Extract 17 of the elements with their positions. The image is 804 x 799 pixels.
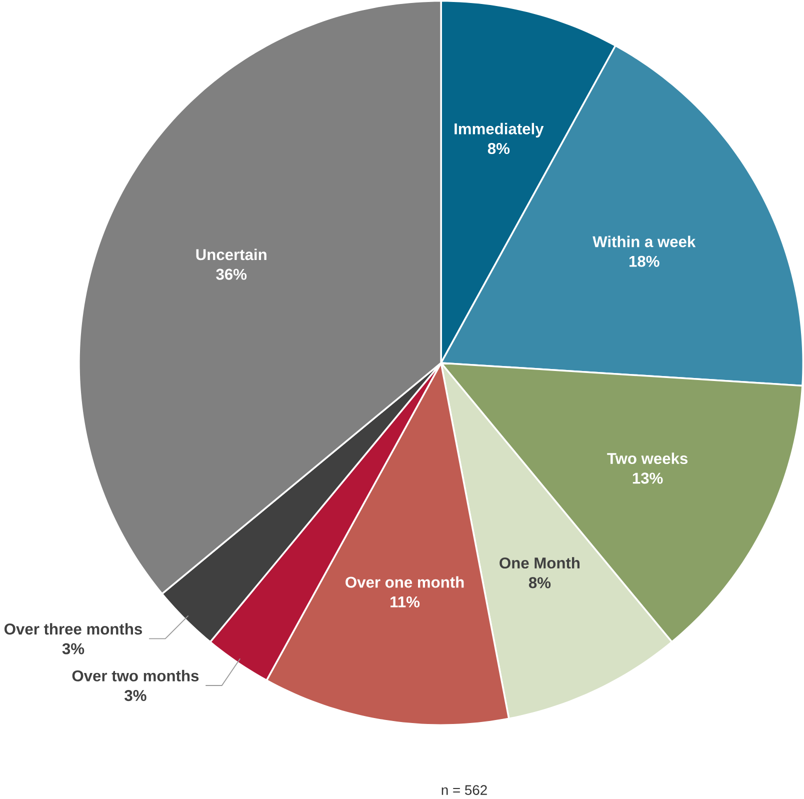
data-label: 3% <box>124 690 146 702</box>
slice-label: Over two months <box>72 670 199 682</box>
text: n = 562 <box>442 785 487 796</box>
data-label: 8% <box>528 577 551 588</box>
slice-label: One Month <box>500 557 580 569</box>
data-label: 18% <box>629 256 660 267</box>
slice-label: Within a week <box>592 236 696 248</box>
slice-label: Immediately <box>454 123 544 138</box>
data-label: 11% <box>390 596 420 608</box>
slice-label: Over one month <box>346 576 464 588</box>
slice-label: Uncertain <box>196 248 266 260</box>
data-label: 8% <box>488 143 510 154</box>
slice-label: Over three months <box>4 623 142 635</box>
data-label: 36% <box>216 268 247 280</box>
data-label: 3% <box>62 643 84 654</box>
slice-label: Two weeks <box>607 452 688 464</box>
data-label: 13% <box>632 472 663 484</box>
